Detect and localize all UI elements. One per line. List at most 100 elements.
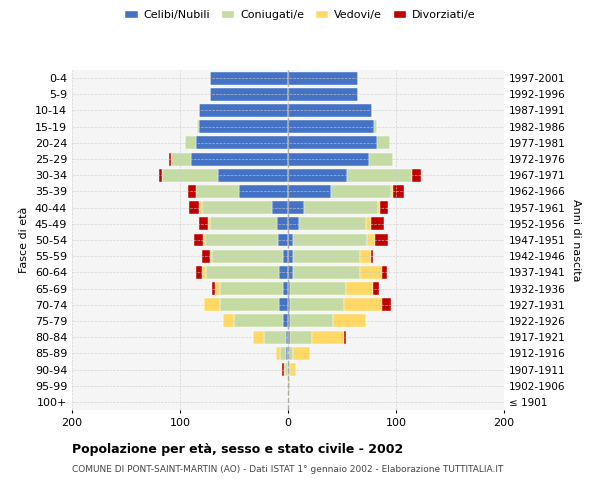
Bar xyxy=(284,363,285,376)
Bar xyxy=(312,330,344,344)
Legend: Celibi/Nubili, Coniugati/e, Vedovi/e, Divorziati/e: Celibi/Nubili, Coniugati/e, Vedovi/e, Di… xyxy=(120,6,480,25)
Bar xyxy=(288,298,290,311)
Bar xyxy=(391,185,393,198)
Bar xyxy=(283,282,288,295)
Bar xyxy=(393,185,404,198)
Bar xyxy=(288,104,372,117)
Bar xyxy=(286,330,288,344)
Bar xyxy=(278,234,288,246)
Bar xyxy=(290,282,346,295)
Bar xyxy=(280,347,286,360)
Bar xyxy=(288,218,299,230)
Bar xyxy=(196,266,202,279)
Bar xyxy=(205,234,278,246)
Bar xyxy=(344,330,346,344)
Bar xyxy=(199,218,208,230)
Bar xyxy=(412,169,421,181)
Bar xyxy=(366,218,371,230)
Bar xyxy=(280,298,288,311)
Bar xyxy=(272,201,288,214)
Bar xyxy=(234,314,283,328)
Bar xyxy=(288,347,293,360)
Text: Popolazione per età, sesso e stato civile - 2002: Popolazione per età, sesso e stato civil… xyxy=(72,442,403,456)
Bar xyxy=(210,250,212,262)
Bar xyxy=(169,152,172,166)
Bar xyxy=(288,120,374,133)
Bar xyxy=(288,136,377,149)
Bar xyxy=(220,282,283,295)
Bar xyxy=(220,298,280,311)
Text: COMUNE DI PONT-SAINT-MARTIN (AO) - Dati ISTAT 1° gennaio 2002 - Elaborazione TUT: COMUNE DI PONT-SAINT-MARTIN (AO) - Dati … xyxy=(72,465,503,474)
Bar xyxy=(197,120,199,133)
Bar xyxy=(299,218,366,230)
Bar xyxy=(283,250,288,262)
Bar xyxy=(290,330,312,344)
Bar xyxy=(202,250,210,262)
Bar xyxy=(290,314,334,328)
Bar xyxy=(202,266,206,279)
Bar xyxy=(188,201,199,214)
Bar xyxy=(210,88,288,101)
Bar xyxy=(288,282,290,295)
Bar xyxy=(287,379,288,392)
Bar xyxy=(377,136,389,149)
Bar xyxy=(288,152,369,166)
Bar xyxy=(286,347,288,360)
Bar xyxy=(288,234,293,246)
Bar xyxy=(293,234,367,246)
Bar xyxy=(371,250,373,262)
Bar xyxy=(276,347,280,360)
Bar xyxy=(377,201,380,214)
Bar xyxy=(281,363,284,376)
Bar xyxy=(382,266,388,279)
Bar xyxy=(367,234,376,246)
Bar xyxy=(212,250,283,262)
Bar xyxy=(208,218,210,230)
Bar xyxy=(203,234,205,246)
Bar xyxy=(288,185,331,198)
Bar xyxy=(371,218,384,230)
Bar xyxy=(199,120,288,133)
Bar xyxy=(239,185,288,198)
Bar xyxy=(253,330,264,344)
Bar xyxy=(160,169,161,181)
Bar xyxy=(288,250,293,262)
Bar xyxy=(283,314,288,328)
Bar xyxy=(288,169,347,181)
Bar xyxy=(199,104,288,117)
Bar xyxy=(361,266,382,279)
Bar xyxy=(264,330,286,344)
Bar xyxy=(334,314,366,328)
Bar xyxy=(212,282,215,295)
Bar xyxy=(376,234,388,246)
Bar xyxy=(161,169,218,181)
Bar xyxy=(191,152,288,166)
Bar xyxy=(204,298,220,311)
Y-axis label: Fasce di età: Fasce di età xyxy=(19,207,29,273)
Bar xyxy=(202,201,272,214)
Bar xyxy=(194,234,203,246)
Bar xyxy=(374,120,377,133)
Bar xyxy=(288,330,290,344)
Bar xyxy=(347,169,412,181)
Bar xyxy=(288,72,358,85)
Bar xyxy=(293,266,361,279)
Bar xyxy=(290,363,296,376)
Bar xyxy=(293,347,310,360)
Bar xyxy=(288,88,358,101)
Bar xyxy=(210,218,277,230)
Bar xyxy=(304,201,377,214)
Bar xyxy=(223,314,234,328)
Bar xyxy=(288,363,290,376)
Bar xyxy=(288,379,290,392)
Bar xyxy=(288,314,290,328)
Bar xyxy=(346,282,373,295)
Bar xyxy=(172,152,191,166)
Bar xyxy=(361,250,371,262)
Bar xyxy=(380,201,388,214)
Bar xyxy=(185,136,196,149)
Bar xyxy=(290,298,344,311)
Bar xyxy=(215,282,220,295)
Bar xyxy=(293,250,361,262)
Bar xyxy=(373,282,379,295)
